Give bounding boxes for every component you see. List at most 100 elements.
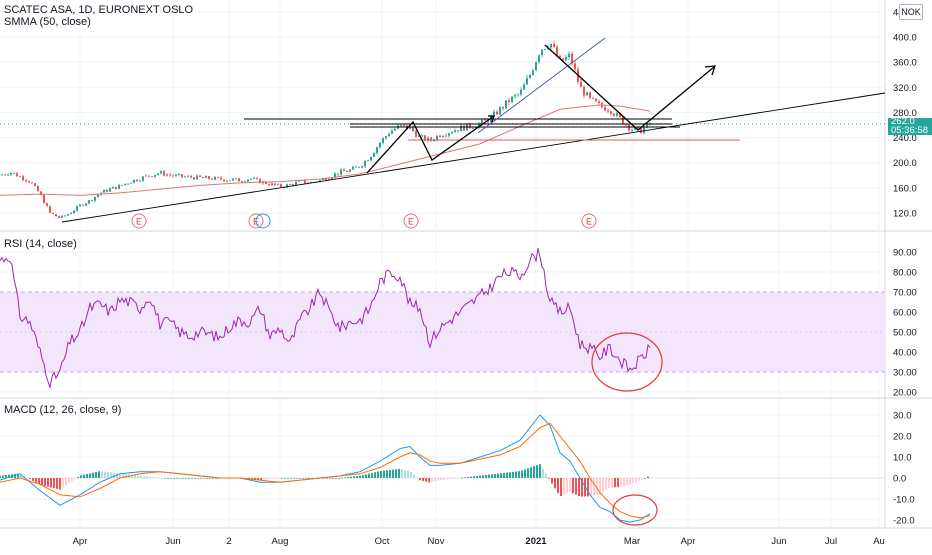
candle-body [142,176,144,181]
candle-body [190,175,192,178]
macd-histogram-bar [572,478,574,494]
zigzag-pattern [366,115,495,174]
candle-body [235,178,237,180]
candle-body [250,178,252,180]
macd-histogram-bar [329,478,331,479]
candle-body [211,178,213,180]
candle-body [340,169,342,175]
candle-body [199,175,201,178]
macd-histogram-bar [353,476,355,478]
candle-body [124,183,126,186]
macd-histogram-bar [59,478,61,490]
candle-body [493,111,495,117]
candle-body [553,43,555,47]
dividend-marker [255,213,271,229]
macd-histogram-bar [452,478,454,479]
candle-body [514,95,516,97]
time-tick-label: Jun [165,536,180,547]
candle-body [538,55,540,62]
time-tick-label: Oct [375,536,390,547]
currency-badge[interactable]: NOK [899,4,923,20]
candle-body [157,173,159,175]
candle-body [439,135,441,137]
macd-histogram-bar [437,478,439,481]
candle-body [457,130,459,132]
candle-body [214,176,216,180]
macd-histogram-bar [455,478,457,479]
macd-histogram-bar [188,478,190,479]
macd-histogram-bar [209,478,211,479]
candle-body [229,180,231,182]
candle-body [25,180,27,182]
rsi-tick-label: 60.00 [893,308,917,319]
macd-histogram-bar [494,473,496,478]
macd-histogram-bar [146,476,148,478]
macd-histogram-bar [545,473,547,478]
candle-body [355,166,357,168]
macd-histogram-bar [386,470,388,478]
candle-body [565,57,567,61]
macd-histogram-bar [380,470,382,478]
candle-body [334,173,336,178]
last-price-value: 262.0 [891,116,915,127]
macd-layer [0,414,885,523]
candle-body [589,92,591,98]
macd-histogram-bar [425,478,427,482]
candle-body [238,178,240,182]
candle-body [637,127,639,129]
price-tick-label: 120.0 [893,209,917,220]
candle-body [574,63,576,70]
macd-histogram-bar [347,477,349,478]
macd-histogram-bar [173,478,175,479]
candle-body [412,126,414,131]
macd-histogram-bar [356,476,358,478]
macd-histogram-bar [308,478,310,479]
candle-body [121,184,123,186]
candle-body [70,213,72,215]
macd-histogram-bar [368,473,370,478]
macd-cross-circle [612,494,658,526]
macd-histogram-bar [359,475,361,478]
macd-histogram-bar [83,474,85,478]
candle-body [451,132,453,134]
candle-body [364,160,366,167]
macd-histogram-bar [374,472,376,478]
macd-histogram-bar [56,478,58,489]
candle-body [40,191,42,196]
candle-body [202,177,204,178]
candle-body [115,186,117,189]
macd-histogram-bar [629,478,631,485]
support-trendline [61,92,886,223]
bar-countdown: 05:36:58 [891,124,928,136]
macd-histogram-bar [44,478,46,487]
macd-histogram-bar [542,468,544,478]
candle-body [136,179,138,182]
macd-histogram-bar [74,478,76,480]
candle-body [109,188,111,192]
macd-histogram-bar [299,478,301,479]
macd-histogram-bar [431,478,433,483]
earnings-marker-label: E [136,217,142,227]
macd-histogram-bar [404,469,406,478]
candle-body [430,137,432,141]
macd-histogram-bar [491,474,493,478]
candle-body [7,174,9,176]
macd-histogram-bar [302,478,304,479]
candle-body [628,125,630,131]
macd-histogram-bar [92,472,94,478]
candle-body [172,175,174,177]
candle-body [169,174,171,176]
candle-body [421,135,423,137]
macd-histogram-bar [527,468,529,478]
candle-body [586,92,588,96]
candle-body [163,171,165,176]
time-tick-label: Jul [825,536,837,547]
macd-histogram-bar [344,477,346,479]
macd-histogram-bar [419,478,421,481]
rsi-band [0,292,885,372]
candle-body [349,169,351,172]
macd-histogram-bar [269,478,271,480]
macd-histogram-bar [71,478,73,482]
